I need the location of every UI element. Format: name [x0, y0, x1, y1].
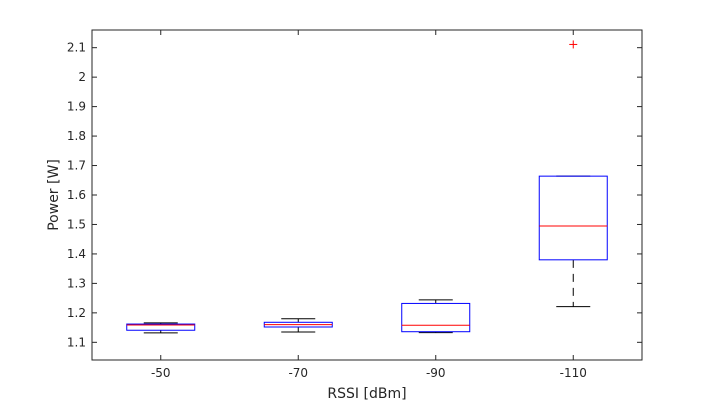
- x-axis-title: RSSI [dBm]: [327, 386, 406, 402]
- x-axis: -50 -70 -90 -110: [151, 30, 587, 380]
- y-tick-label: 1.3: [67, 276, 86, 290]
- iqr-box: [538, 175, 608, 261]
- box--70: [263, 318, 333, 333]
- outlier-marker: [569, 40, 578, 49]
- y-tick-label: 1.2: [67, 306, 86, 320]
- box--90: [401, 299, 471, 334]
- y-tick-label: 2: [78, 70, 86, 84]
- plot-area: [91, 29, 643, 361]
- x-tick-label: -50: [151, 366, 171, 380]
- y-tick-label: 2.1: [67, 41, 86, 55]
- y-tick-label: 1.6: [67, 188, 86, 202]
- y-tick-label: 1.7: [67, 159, 86, 173]
- box-series: [126, 40, 608, 334]
- y-axis-title: Power [W]: [46, 159, 62, 231]
- x-tick-label: -90: [426, 366, 446, 380]
- y-tick-label: 1.4: [67, 247, 86, 261]
- y-axis: 1.1 1.2 1.3 1.4 1.5 1.6 1.7 1.8 1.9 2 2.1: [67, 41, 642, 349]
- iqr-box: [126, 323, 196, 331]
- y-tick-label: 1.5: [67, 217, 86, 231]
- iqr-box: [401, 302, 471, 333]
- y-tick-label: 1.8: [67, 129, 86, 143]
- x-tick-label: -70: [288, 366, 308, 380]
- y-tick-label: 1.1: [67, 335, 86, 349]
- y-tick-label: 1.9: [67, 100, 86, 114]
- box--110: [538, 40, 608, 308]
- box--50: [126, 322, 196, 334]
- x-tick-label: -110: [560, 366, 587, 380]
